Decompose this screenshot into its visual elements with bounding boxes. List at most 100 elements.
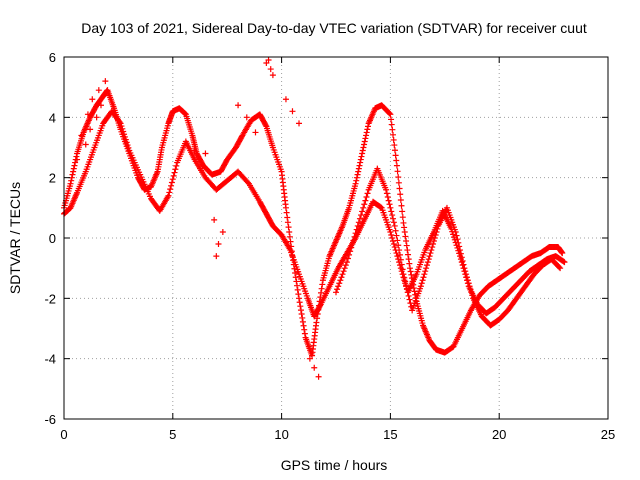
data-point <box>393 250 400 257</box>
data-point <box>78 132 85 139</box>
data-point <box>84 111 91 118</box>
data-point <box>294 282 301 289</box>
data-point <box>356 162 363 169</box>
data-point <box>191 147 198 154</box>
series-tertiary <box>333 165 564 329</box>
data-point <box>296 120 303 127</box>
data-point <box>235 102 242 109</box>
data-point <box>336 280 343 287</box>
data-point <box>300 322 307 329</box>
y-tick-label: -2 <box>44 291 56 306</box>
data-point <box>395 174 402 181</box>
data-point <box>383 190 390 197</box>
data-point <box>340 268 347 275</box>
data-point <box>394 237 401 244</box>
data-point <box>295 291 302 298</box>
data-point <box>403 285 410 292</box>
data-point <box>420 274 427 281</box>
data-point <box>402 278 409 285</box>
data-point <box>172 166 179 173</box>
data-point <box>392 152 399 159</box>
data-point <box>346 251 353 258</box>
data-point <box>269 72 276 79</box>
data-point <box>396 185 403 192</box>
data-point <box>301 326 308 333</box>
x-tick-label: 0 <box>60 427 67 442</box>
data-point <box>395 242 402 249</box>
data-point <box>399 214 406 221</box>
data-point <box>306 355 313 362</box>
data-point <box>363 132 370 139</box>
data-point <box>313 319 320 326</box>
data-point <box>433 228 440 235</box>
data-point <box>391 244 398 251</box>
data-point <box>364 123 371 130</box>
data-point <box>298 311 305 318</box>
data-point <box>426 253 433 260</box>
data-point <box>350 237 357 244</box>
data-point <box>121 133 128 140</box>
data-point <box>358 212 365 219</box>
data-point <box>361 138 368 145</box>
chart-title: Day 103 of 2021, Sidereal Day-to-day VTE… <box>81 20 587 36</box>
data-point <box>181 110 188 117</box>
data-point <box>386 201 393 208</box>
data-point <box>292 269 299 276</box>
data-point <box>294 286 301 293</box>
data-point <box>339 271 346 278</box>
data-point <box>386 110 393 117</box>
data-point <box>116 119 123 126</box>
data-point <box>69 171 76 178</box>
data-point <box>263 60 270 67</box>
series-main <box>61 87 566 359</box>
data-point <box>434 225 441 232</box>
data-point <box>299 318 306 325</box>
axis-ticks: 0 5 10 15 20 25 -6 -4 -2 0 2 4 6 <box>44 50 615 442</box>
data-point <box>123 139 130 146</box>
data-point <box>125 144 132 151</box>
data-point <box>173 162 180 169</box>
data-point <box>359 208 366 215</box>
data-point <box>165 192 172 199</box>
data-point <box>395 256 402 263</box>
data-point <box>284 214 291 221</box>
data-point <box>405 292 412 299</box>
data-point <box>361 141 368 148</box>
data-point <box>356 215 363 222</box>
x-tick-label: 10 <box>274 427 288 442</box>
data-point <box>390 238 397 245</box>
data-point <box>465 280 472 287</box>
data-point <box>287 238 294 245</box>
data-point <box>403 238 410 245</box>
data-point <box>215 241 222 248</box>
data-point <box>117 120 124 127</box>
data-point <box>182 110 189 117</box>
data-point <box>70 168 77 175</box>
data-point <box>72 159 79 166</box>
data-point <box>384 193 391 200</box>
data-point <box>296 299 303 306</box>
data-point <box>364 190 371 197</box>
data-point <box>410 285 417 292</box>
data-point <box>121 131 128 138</box>
data-points <box>61 57 568 380</box>
data-point <box>560 258 567 265</box>
data-point <box>399 266 406 273</box>
data-point <box>169 176 176 183</box>
y-tick-label: 0 <box>49 231 56 246</box>
data-point <box>388 121 395 128</box>
data-point <box>428 247 435 254</box>
data-point <box>556 264 563 271</box>
data-point <box>355 168 362 175</box>
data-point <box>395 179 402 186</box>
data-point <box>396 247 403 254</box>
data-point <box>364 126 371 133</box>
series-isolated <box>191 57 322 380</box>
data-point <box>354 222 361 229</box>
data-point <box>167 186 174 193</box>
data-point <box>293 278 300 285</box>
data-point <box>338 274 345 281</box>
data-point <box>171 169 178 176</box>
data-point <box>464 277 471 284</box>
data-point <box>398 261 405 268</box>
